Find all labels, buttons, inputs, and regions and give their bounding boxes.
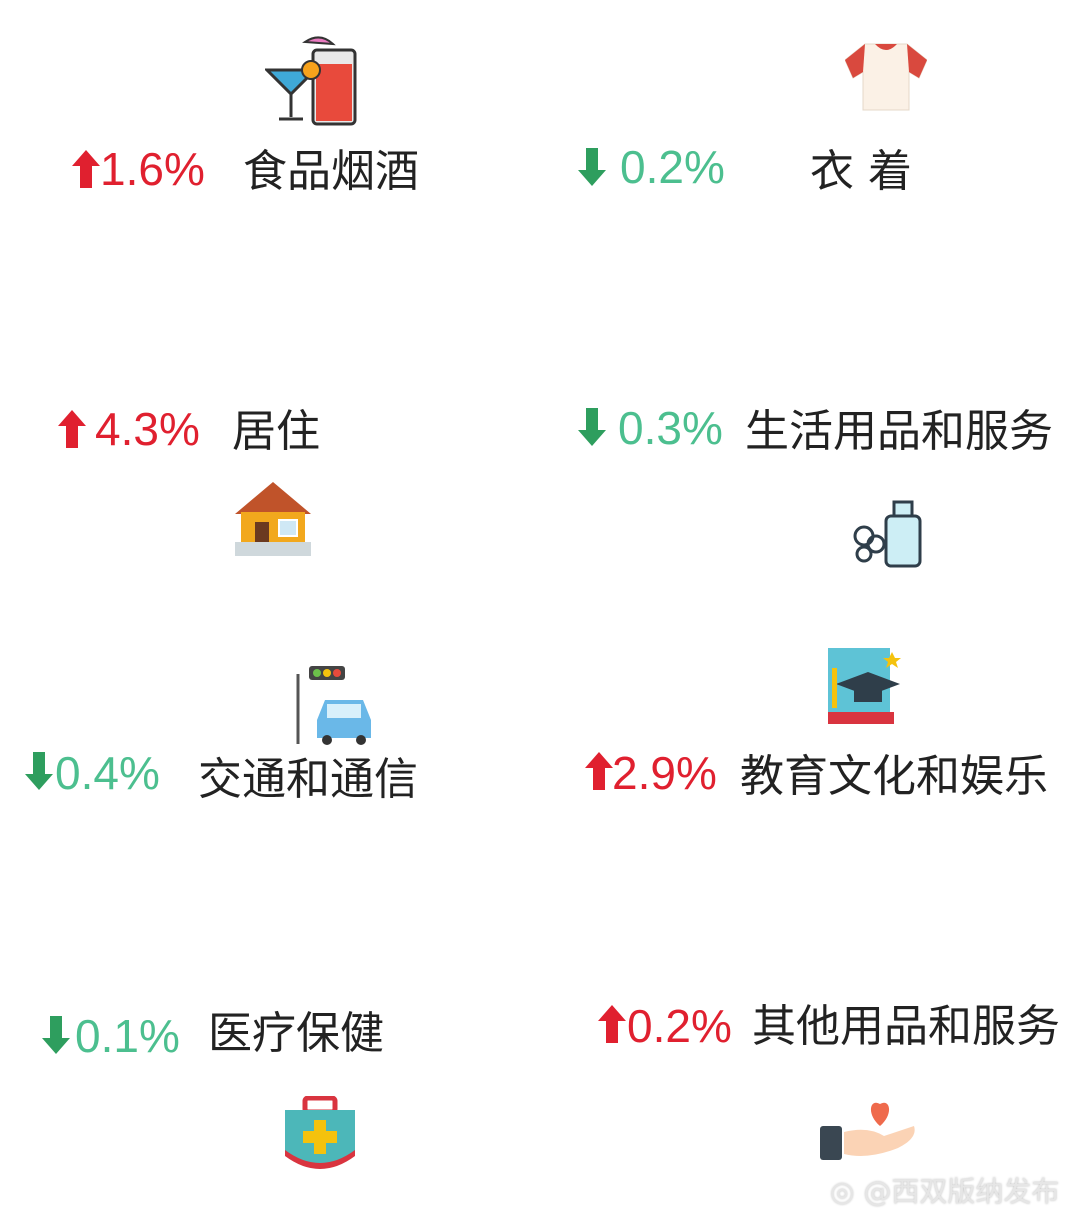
down-arrow-icon bbox=[578, 148, 606, 186]
change-value: 0.4% bbox=[55, 747, 160, 799]
change-value: 0.1% bbox=[75, 1010, 180, 1062]
category-label: 其他用品和服务 bbox=[752, 1001, 1060, 1052]
graduation-book-icon bbox=[828, 648, 901, 724]
hand-heart-icon bbox=[820, 1102, 915, 1160]
car-traffic-light-icon bbox=[296, 666, 371, 745]
up-arrow-icon bbox=[72, 150, 100, 188]
up-arrow-icon bbox=[58, 410, 86, 448]
change-value: 0.2% bbox=[627, 1000, 732, 1052]
tshirt-icon bbox=[845, 43, 927, 111]
cocktail-juice-icon bbox=[265, 36, 357, 126]
change-value: 2.9% bbox=[612, 747, 717, 799]
category-label: 生活用品和服务 bbox=[745, 406, 1053, 457]
first-aid-kit-icon bbox=[285, 1096, 355, 1169]
down-arrow-icon bbox=[25, 752, 53, 790]
category-label: 医疗保健 bbox=[208, 1008, 384, 1059]
down-arrow-icon bbox=[578, 408, 606, 446]
house-icon bbox=[235, 482, 311, 556]
watermark: ◎ @西双版纳发布 bbox=[830, 1170, 1059, 1210]
weibo-logo-icon: ◎ bbox=[830, 1175, 855, 1208]
category-label: 衣 着 bbox=[810, 146, 912, 197]
watermark-text: @西双版纳发布 bbox=[863, 1175, 1060, 1208]
category-label: 食品烟酒 bbox=[243, 146, 419, 197]
category-label: 交通和通信 bbox=[198, 754, 418, 805]
category-label: 教育文化和娱乐 bbox=[740, 751, 1048, 802]
change-value: 4.3% bbox=[95, 403, 200, 455]
up-arrow-icon bbox=[585, 752, 613, 790]
toiletries-icon bbox=[853, 500, 922, 568]
category-label: 居住 bbox=[232, 406, 320, 457]
change-value: 0.3% bbox=[618, 402, 723, 454]
change-value: 0.2% bbox=[620, 141, 725, 193]
up-arrow-icon bbox=[598, 1005, 626, 1043]
change-value: 1.6% bbox=[100, 143, 205, 195]
down-arrow-icon bbox=[42, 1016, 70, 1054]
